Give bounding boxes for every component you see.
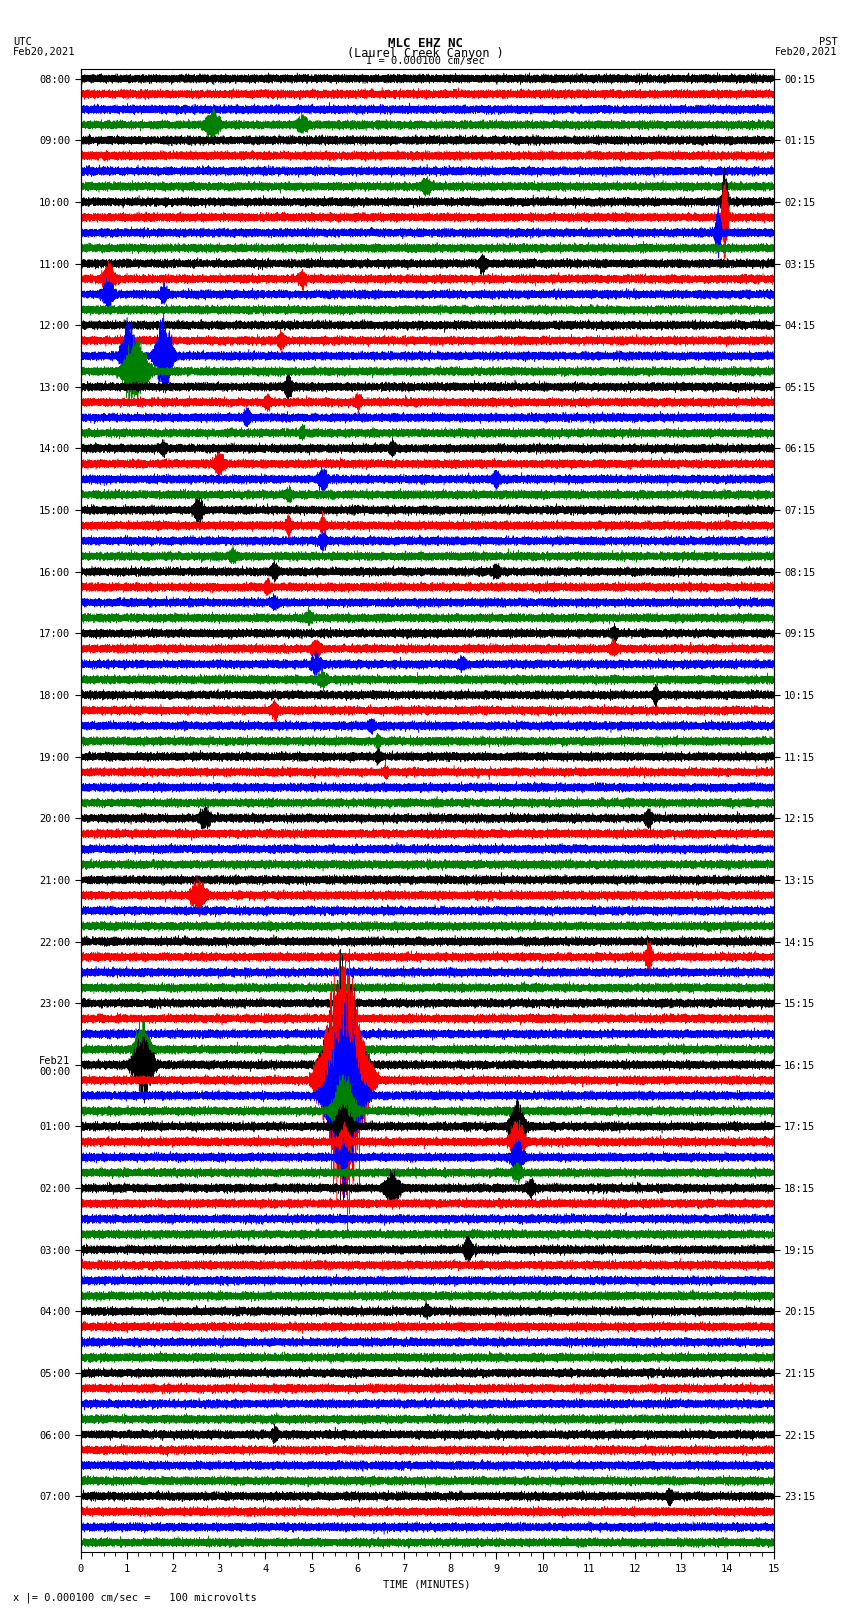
Text: (Laurel Creek Canyon ): (Laurel Creek Canyon ) (347, 47, 503, 60)
Text: UTC: UTC (13, 37, 31, 47)
Text: I = 0.000100 cm/sec: I = 0.000100 cm/sec (366, 56, 484, 66)
Text: x |= 0.000100 cm/sec =   100 microvolts: x |= 0.000100 cm/sec = 100 microvolts (13, 1592, 257, 1603)
Text: PST: PST (819, 37, 837, 47)
Text: MLC EHZ NC: MLC EHZ NC (388, 37, 462, 50)
Text: Feb20,2021: Feb20,2021 (13, 47, 76, 56)
Text: Feb20,2021: Feb20,2021 (774, 47, 837, 56)
X-axis label: TIME (MINUTES): TIME (MINUTES) (383, 1579, 471, 1589)
